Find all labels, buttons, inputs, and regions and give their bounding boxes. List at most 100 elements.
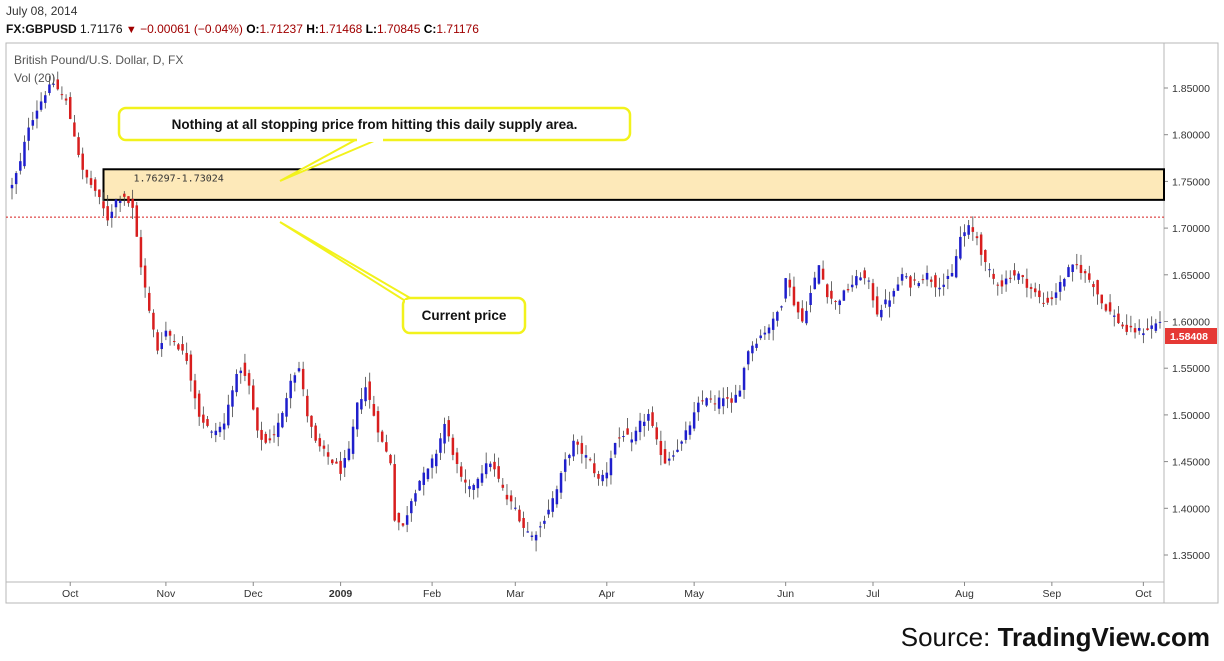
y-tick-label: 1.45000	[1172, 457, 1210, 469]
candle	[64, 94, 68, 106]
last-price-badge	[1165, 328, 1217, 344]
candle	[476, 477, 480, 498]
candle	[1025, 268, 1029, 298]
candle	[39, 92, 43, 112]
candle	[56, 71, 60, 91]
candle	[563, 452, 567, 482]
candle	[264, 431, 267, 445]
candle	[934, 272, 937, 297]
x-tick-label: Sep	[1043, 588, 1062, 600]
candle	[850, 275, 854, 292]
open-label: O:	[246, 22, 260, 36]
last-price: 1.71176	[80, 22, 123, 36]
callout-price-box[interactable]	[401, 296, 527, 335]
candle	[576, 439, 579, 455]
candle	[1133, 323, 1137, 339]
candle	[202, 406, 205, 429]
candle	[996, 282, 1000, 296]
candle	[227, 394, 230, 429]
candle	[73, 114, 76, 137]
candle	[60, 86, 64, 100]
candle	[347, 441, 351, 462]
candle	[1042, 292, 1045, 308]
candle	[667, 451, 671, 466]
candle	[114, 198, 118, 218]
candle	[1129, 315, 1133, 333]
candle	[48, 76, 51, 96]
candle	[1054, 283, 1058, 305]
candle	[93, 177, 97, 197]
candle	[251, 379, 255, 411]
candle	[52, 74, 55, 88]
candle	[801, 300, 804, 323]
candle	[963, 224, 966, 247]
candle	[613, 442, 617, 458]
candle	[971, 216, 975, 241]
candle	[1088, 265, 1091, 283]
candle	[547, 499, 550, 518]
candle	[784, 277, 787, 303]
candle	[214, 422, 218, 443]
candle	[156, 329, 159, 355]
candle	[555, 485, 559, 508]
candle	[734, 384, 737, 403]
candle	[484, 452, 488, 479]
x-tick-label: Aug	[955, 588, 974, 600]
candle	[1104, 303, 1108, 313]
candle	[651, 406, 654, 428]
high-value: 1.71468	[318, 22, 363, 36]
candle	[31, 111, 35, 130]
price-axis-frame	[1163, 42, 1219, 604]
candle	[988, 263, 991, 278]
candle	[135, 201, 139, 237]
supply-zone[interactable]	[102, 168, 1166, 201]
candle	[871, 278, 875, 308]
candle	[148, 286, 151, 314]
candle	[281, 411, 284, 429]
candle	[1021, 274, 1024, 284]
candle	[647, 409, 650, 431]
candle	[1154, 318, 1158, 334]
candle	[572, 434, 575, 462]
candle	[534, 531, 538, 552]
y-tick-label: 1.85000	[1172, 83, 1210, 95]
candle	[35, 100, 39, 129]
candle	[880, 304, 883, 321]
x-tick-label: Feb	[423, 588, 441, 600]
candle	[272, 425, 276, 443]
x-tick-label: May	[684, 588, 705, 600]
candle	[788, 273, 792, 297]
candle	[767, 324, 771, 341]
candle	[139, 229, 143, 275]
candle	[530, 531, 534, 541]
candle	[260, 421, 263, 451]
x-tick-label: Nov	[157, 588, 176, 600]
candle	[355, 402, 359, 437]
candle	[514, 497, 517, 511]
candle	[401, 523, 405, 528]
candle	[293, 372, 297, 392]
candle	[131, 189, 134, 220]
candle	[771, 311, 775, 341]
source-label: Source:	[900, 622, 991, 652]
x-tick-label: Apr	[599, 588, 616, 600]
candle	[888, 291, 891, 318]
time-axis-frame	[5, 581, 1165, 604]
candle	[638, 412, 642, 441]
candle	[168, 329, 172, 346]
candle	[426, 467, 430, 482]
candle	[509, 490, 513, 510]
candle	[551, 491, 554, 518]
candle	[1009, 270, 1012, 284]
candle	[1033, 282, 1037, 297]
symbol-label[interactable]: FX:GBPUSD	[6, 22, 77, 36]
candle	[389, 453, 392, 466]
price-axis: 1.85000 1.80000 1.75000 1.70000 1.65000 1.600…	[1164, 83, 1210, 562]
candle	[538, 521, 542, 538]
y-tick-label: 1.35000	[1172, 550, 1210, 562]
candle	[659, 430, 663, 466]
candle	[493, 453, 496, 477]
candle	[77, 132, 80, 158]
candle	[959, 226, 962, 261]
